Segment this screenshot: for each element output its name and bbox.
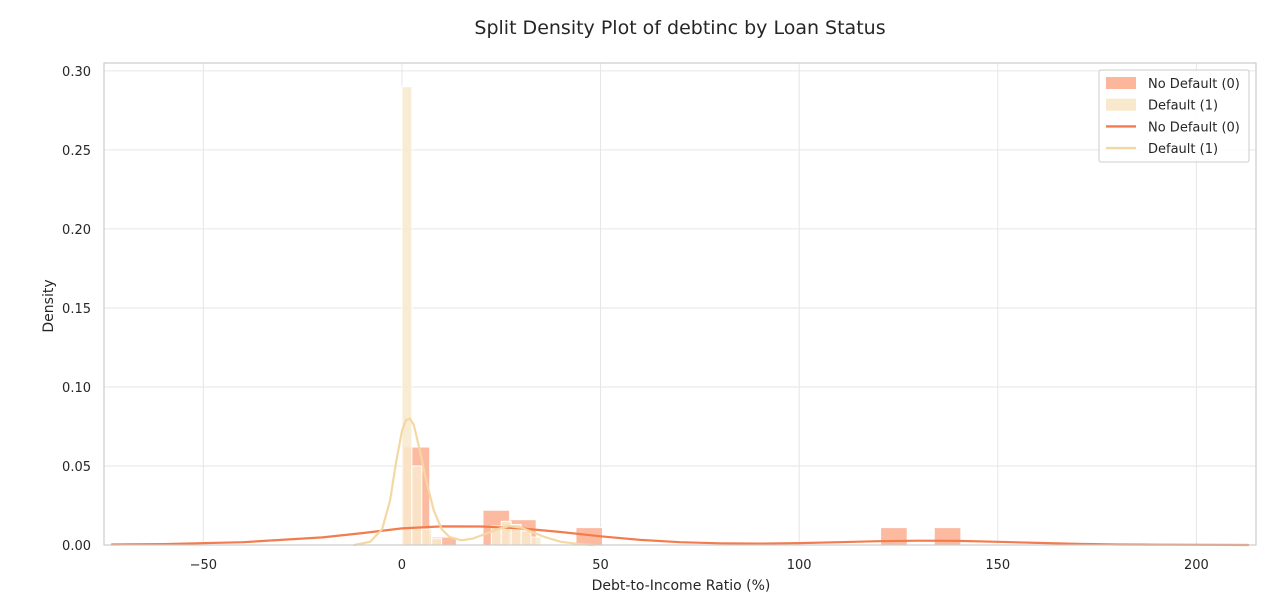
kde-line bbox=[110, 525, 1250, 547]
chart-title: Split Density Plot of debtinc by Loan St… bbox=[474, 17, 885, 39]
histogram-bars bbox=[401, 86, 962, 546]
x-tick-label: 200 bbox=[1184, 558, 1209, 573]
histogram-bar bbox=[401, 86, 413, 546]
y-tick-label: 0.05 bbox=[62, 460, 91, 475]
legend-box bbox=[1098, 69, 1250, 163]
x-tick-label: 100 bbox=[787, 558, 812, 573]
y-tick-label: 0.25 bbox=[62, 144, 91, 159]
kde-line bbox=[353, 417, 594, 547]
legend-label: Default (1) bbox=[1148, 142, 1218, 157]
x-axis-label: Debt-to-Income Ratio (%) bbox=[592, 578, 771, 594]
legend-swatch bbox=[1106, 77, 1136, 89]
plot-frame bbox=[103, 62, 1257, 546]
histogram-bar bbox=[431, 538, 443, 546]
x-tick-label: 0 bbox=[398, 558, 406, 573]
histogram-bar bbox=[933, 527, 962, 546]
x-tick-label: −50 bbox=[190, 558, 217, 573]
grid bbox=[104, 63, 1256, 546]
kde-lines bbox=[110, 417, 1250, 547]
y-tick-label: 0.00 bbox=[62, 539, 91, 554]
legend: No Default (0) Default (1) No Default (0) D… bbox=[1098, 69, 1250, 163]
legend-label: No Default (0) bbox=[1148, 120, 1240, 135]
x-tick-label: 150 bbox=[985, 558, 1010, 573]
legend-swatch bbox=[1106, 98, 1136, 111]
y-tick-label: 0.15 bbox=[62, 302, 91, 317]
axis-ticks: −50 0 50 100 150 200 0.00 0.05 0.10 0.15 0.20 0.25 0… bbox=[62, 65, 1209, 573]
histogram-bar bbox=[421, 528, 433, 546]
histogram-bar bbox=[530, 536, 542, 546]
y-tick-label: 0.20 bbox=[62, 223, 91, 238]
legend-label: Default (1) bbox=[1148, 99, 1218, 114]
histogram-bar bbox=[411, 465, 423, 546]
y-tick-label: 0.10 bbox=[62, 381, 91, 396]
legend-label: No Default (0) bbox=[1148, 77, 1240, 92]
y-axis-label: Density bbox=[41, 279, 57, 332]
y-tick-label: 0.30 bbox=[62, 65, 91, 80]
histogram-bar bbox=[500, 520, 512, 546]
x-tick-label: 50 bbox=[592, 558, 609, 573]
histogram-bar bbox=[520, 530, 532, 546]
histogram-bar bbox=[880, 527, 908, 546]
